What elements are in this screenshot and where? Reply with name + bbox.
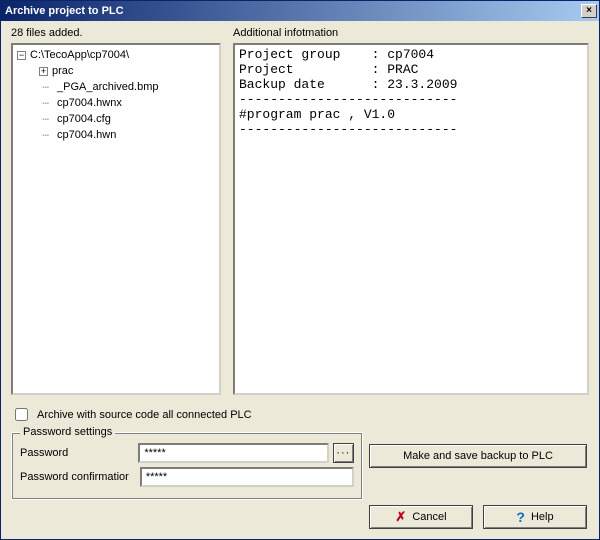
tree-item[interactable]: ┄ _PGA_archived.bmp <box>17 79 215 95</box>
info-panel[interactable]: Project group : cp7004 Project : PRAC Ba… <box>233 43 589 395</box>
cancel-button[interactable]: ✗ Cancel <box>369 505 473 529</box>
tree-connector: ┄ <box>17 81 53 94</box>
make-backup-button[interactable]: Make and save backup to PLC <box>369 444 587 468</box>
reveal-password-button[interactable]: ··· <box>333 443 354 463</box>
archive-dialog: Archive project to PLC × 28 files added.… <box>0 0 600 540</box>
tree-item-label: cp7004.hwnx <box>57 97 122 109</box>
bottom-button-row: ✗ Cancel ? Help <box>369 505 587 529</box>
expand-icon[interactable]: + <box>39 67 48 76</box>
archive-source-label: Archive with source code all connected P… <box>37 409 252 421</box>
make-backup-label: Make and save backup to PLC <box>403 450 553 462</box>
files-added-label: 28 files added. <box>11 27 221 41</box>
help-button[interactable]: ? Help <box>483 505 587 529</box>
info-line: ---------------------------- <box>239 92 457 107</box>
tree-item[interactable]: ┄ cp7004.hwn <box>17 127 215 143</box>
confirm-password-input[interactable] <box>140 467 354 487</box>
tree-item-label: prac <box>52 65 73 77</box>
close-icon[interactable]: × <box>581 4 597 18</box>
info-line: ---------------------------- <box>239 122 457 137</box>
file-tree-panel[interactable]: − C:\TecoApp\cp7004\ + prac ┄ _PGA_archi… <box>11 43 221 395</box>
password-row: Password ··· <box>20 443 354 463</box>
content-area: 28 files added. − C:\TecoApp\cp7004\ + p… <box>1 21 599 539</box>
titlebar: Archive project to PLC × <box>1 1 599 21</box>
tree-connector: ┄ <box>17 113 53 126</box>
password-group-title: Password settings <box>20 426 115 438</box>
file-tree: − C:\TecoApp\cp7004\ + prac ┄ _PGA_archi… <box>17 47 215 143</box>
upper-panels: 28 files added. − C:\TecoApp\cp7004\ + p… <box>11 27 589 395</box>
info-line: Project group : cp7004 <box>239 47 434 62</box>
password-groupbox: Password settings Password ··· Password … <box>11 432 363 500</box>
confirm-label: Password confirmatior <box>20 471 136 483</box>
password-input[interactable] <box>138 443 328 463</box>
window-title: Archive project to PLC <box>5 5 581 17</box>
archive-checkbox-row: Archive with source code all connected P… <box>11 405 589 424</box>
tree-root-label: C:\TecoApp\cp7004\ <box>30 49 129 61</box>
tree-connector: ┄ <box>17 97 53 110</box>
help-label: Help <box>531 511 554 523</box>
tree-item-label: cp7004.cfg <box>57 113 111 125</box>
info-column: Additional infotmation Project group : c… <box>233 27 589 395</box>
tree-connector: ┄ <box>17 129 53 142</box>
cancel-icon: ✗ <box>395 509 406 525</box>
help-icon: ? <box>516 509 525 525</box>
archive-source-checkbox[interactable] <box>15 408 28 421</box>
cancel-label: Cancel <box>412 511 446 523</box>
info-label: Additional infotmation <box>233 27 589 41</box>
tree-item-label: cp7004.hwn <box>57 129 116 141</box>
tree-item[interactable]: ┄ cp7004.hwnx <box>17 95 215 111</box>
tree-root[interactable]: − C:\TecoApp\cp7004\ <box>17 47 215 63</box>
tree-item[interactable]: ┄ cp7004.cfg <box>17 111 215 127</box>
collapse-icon[interactable]: − <box>17 51 26 60</box>
info-line: Project : PRAC <box>239 62 418 77</box>
confirm-row: Password confirmatior <box>20 467 354 487</box>
info-line: #program prac , V1.0 <box>239 107 395 122</box>
tree-item-label: _PGA_archived.bmp <box>57 81 159 93</box>
files-column: 28 files added. − C:\TecoApp\cp7004\ + p… <box>11 27 221 395</box>
tree-item[interactable]: + prac <box>17 63 215 79</box>
info-line: Backup date : 23.3.2009 <box>239 77 457 92</box>
password-label: Password <box>20 447 134 459</box>
